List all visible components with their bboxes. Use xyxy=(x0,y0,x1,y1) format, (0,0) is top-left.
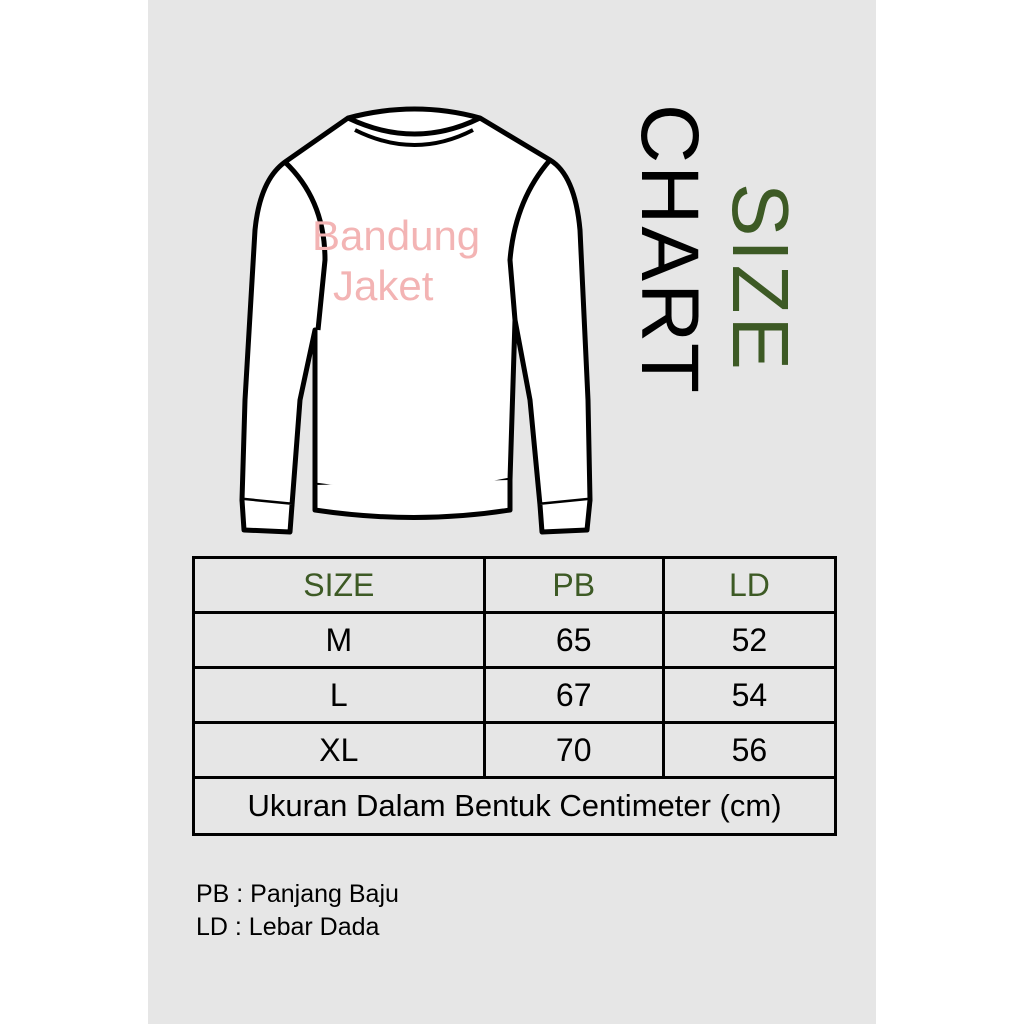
header-size: SIZE xyxy=(192,556,486,614)
table-header-row: SIZE PB LD xyxy=(192,556,838,614)
table-note-row: Ukuran Dalam Bentuk Centimeter (cm) xyxy=(192,776,837,836)
unit-note: Ukuran Dalam Bentuk Centimeter (cm) xyxy=(192,776,837,836)
cell-size: XL xyxy=(192,721,486,779)
title-size: SIZE xyxy=(716,183,805,373)
cell-ld: 54 xyxy=(661,666,838,724)
cell-pb: 70 xyxy=(482,721,665,779)
cell-ld: 52 xyxy=(661,611,838,669)
sweater-illustration xyxy=(239,106,593,535)
cell-ld: 56 xyxy=(661,721,838,779)
watermark-line2: Jaket xyxy=(333,262,434,309)
legend-ld: LD : Lebar Dada xyxy=(196,913,380,941)
cell-size: M xyxy=(192,611,486,669)
watermark-line1: Bandung xyxy=(312,212,481,259)
header-pb: PB xyxy=(482,556,665,614)
cell-pb: 65 xyxy=(482,611,665,669)
cell-size: L xyxy=(192,666,486,724)
cell-pb: 67 xyxy=(482,666,665,724)
size-table: SIZE PB LD M 65 52 L 67 54 XL 70 56 Ukur… xyxy=(192,556,838,836)
table-row: M 65 52 xyxy=(192,611,838,669)
table-row: XL 70 56 xyxy=(192,721,838,779)
table-row: L 67 54 xyxy=(192,666,838,724)
legend-pb: PB : Panjang Baju xyxy=(196,880,399,908)
header-ld: LD xyxy=(661,556,838,614)
title-chart: CHART xyxy=(624,104,715,395)
